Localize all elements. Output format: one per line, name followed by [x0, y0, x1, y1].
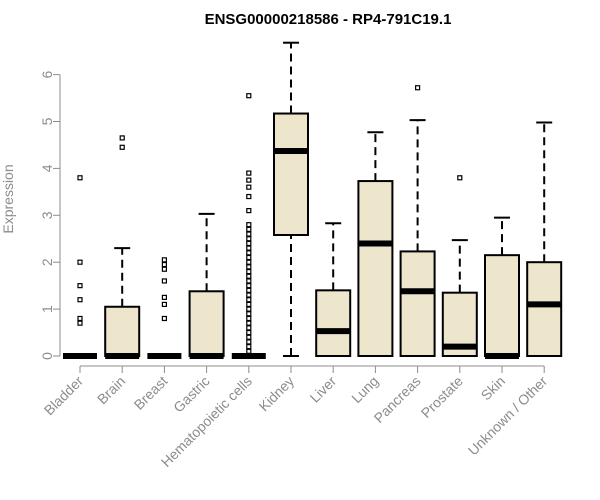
outlier-point — [246, 236, 252, 242]
box-iqr — [399, 250, 436, 357]
box-iqr — [357, 180, 394, 357]
x-tick-label: Bladder — [41, 373, 87, 419]
box-skin — [484, 216, 520, 359]
box-iqr — [188, 290, 225, 358]
outlier-point — [246, 306, 252, 312]
y-axis-label: Expression — [0, 164, 16, 233]
x-tick-label: Liver — [307, 373, 340, 406]
x-tick-label: Lung — [348, 373, 381, 406]
outlier-point — [246, 329, 252, 336]
box-kidney — [273, 41, 309, 357]
box-iqr — [526, 261, 563, 358]
y-tick-label: 4 — [39, 164, 55, 172]
boxes — [63, 41, 563, 359]
outlier-point — [246, 222, 252, 228]
box-hematopoietic-cells — [231, 93, 266, 359]
outlier-point — [246, 339, 252, 345]
box-unknown-other — [526, 121, 563, 358]
outlier-point — [161, 294, 167, 300]
outlier-point — [119, 144, 125, 150]
x-tick-label: Brain — [94, 373, 128, 407]
outlier-point — [246, 259, 252, 265]
outlier-point — [246, 301, 252, 308]
chart-title: ENSG00000218586 - RP4-791C19.1 — [205, 11, 452, 28]
y-tick-label: 1 — [39, 305, 55, 313]
outlier-point — [246, 208, 252, 214]
outlier-point — [246, 250, 252, 256]
outlier-point — [246, 231, 252, 237]
outlier-point — [246, 177, 252, 183]
outlier-point — [246, 268, 252, 275]
outlier-point — [161, 301, 167, 308]
outlier-point — [246, 344, 252, 350]
outlier-point — [457, 175, 463, 181]
outlier-point — [246, 348, 252, 354]
x-tick-label: Unknown / Other — [465, 373, 551, 459]
box-iqr — [315, 289, 352, 357]
x-tick-label: Breast — [131, 373, 171, 413]
y-tick-label: 5 — [39, 117, 55, 125]
outlier-point — [77, 320, 83, 326]
outlier-point — [246, 334, 252, 340]
outlier-point — [246, 287, 252, 293]
outlier-point — [246, 311, 252, 317]
outlier-point — [119, 135, 125, 141]
outlier-point — [246, 254, 252, 261]
y-tick-label: 0 — [39, 352, 55, 360]
box-pancreas — [399, 85, 436, 357]
outlier-point — [77, 315, 83, 322]
outlier-point — [77, 283, 83, 289]
box-brain — [104, 135, 141, 359]
outlier-point — [246, 297, 252, 303]
box-iqr — [104, 305, 141, 358]
outlier-point — [415, 85, 421, 91]
outlier-point — [161, 315, 167, 322]
box-iqr — [273, 112, 309, 236]
outlier-point — [246, 283, 252, 289]
outlier-point — [246, 292, 252, 298]
outlier-point — [246, 278, 252, 284]
box-iqr — [484, 254, 520, 357]
outlier-point — [161, 257, 167, 263]
y-tick-label: 2 — [39, 258, 55, 266]
outlier-point — [246, 273, 252, 279]
outlier-point — [161, 266, 167, 272]
outlier-point — [77, 175, 83, 181]
outlier-point — [246, 240, 252, 247]
outlier-point — [246, 245, 252, 251]
outlier-point — [246, 93, 252, 99]
outlier-point — [77, 297, 83, 303]
outlier-point — [77, 259, 83, 265]
y-tick-label: 3 — [39, 211, 55, 219]
outlier-point — [161, 278, 167, 284]
outlier-point — [246, 184, 252, 190]
outlier-point — [246, 320, 252, 326]
outlier-point — [246, 170, 252, 176]
outlier-point — [246, 226, 252, 232]
outlier-point — [246, 325, 252, 331]
box-bladder — [63, 175, 97, 359]
x-tick-label: Pancreas — [371, 373, 424, 426]
x-tick-label: Kidney — [256, 373, 298, 415]
box-prostate — [441, 175, 478, 357]
box-lung — [357, 131, 394, 357]
outlier-point — [161, 261, 167, 268]
outlier-point — [246, 193, 252, 200]
x-tick-label: Skin — [478, 373, 509, 404]
outlier-point — [246, 264, 252, 270]
y-tick-label: 6 — [39, 70, 55, 78]
x-tick-label: Prostate — [418, 373, 466, 421]
box-gastric — [188, 212, 225, 359]
outlier-point — [246, 315, 252, 322]
box-liver — [315, 222, 352, 357]
box-breast — [147, 257, 182, 359]
